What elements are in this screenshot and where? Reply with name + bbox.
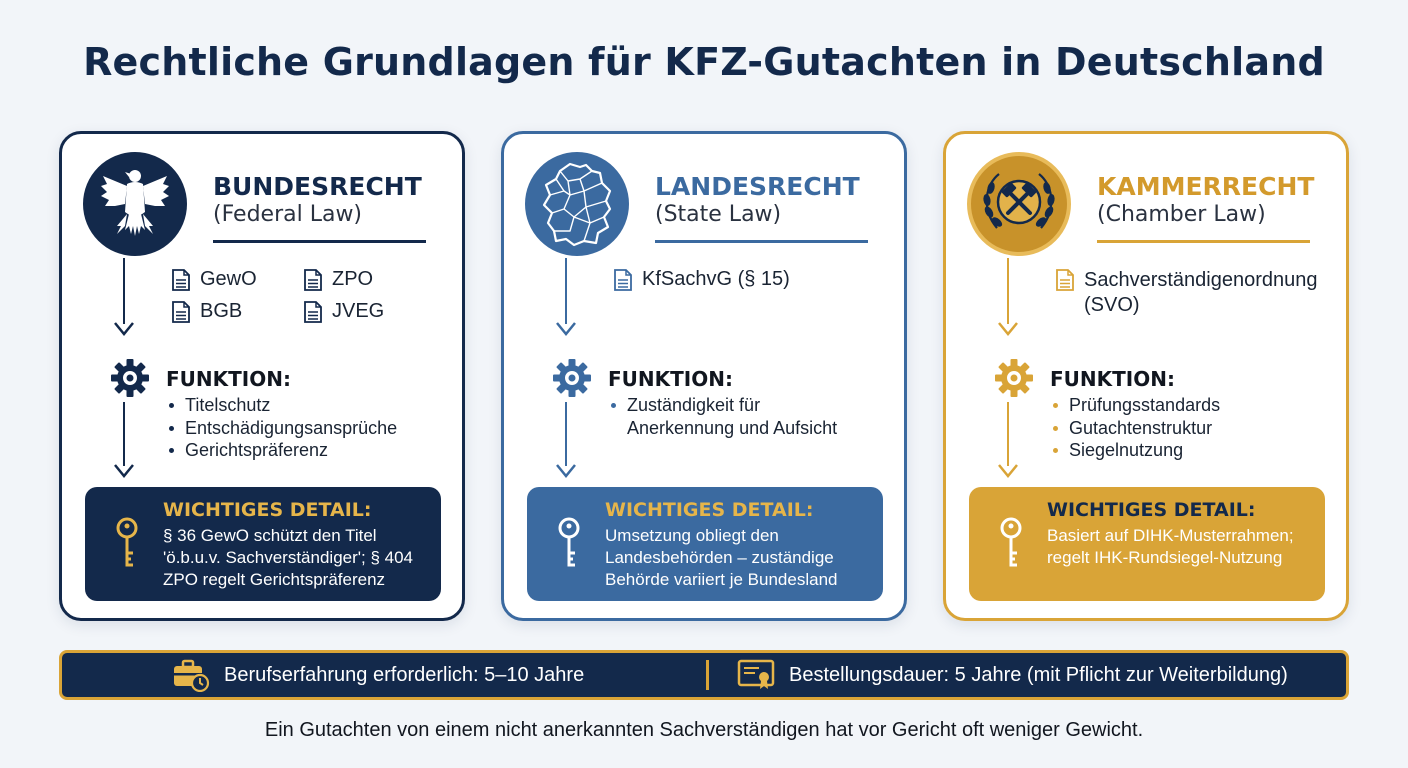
- function-item: Siegelnutzung: [1050, 439, 1220, 462]
- arrow-down-icon: [114, 322, 134, 336]
- law-label: ZPO: [332, 268, 374, 290]
- title-underline: [1097, 240, 1310, 243]
- arrow-down-icon: [556, 322, 576, 336]
- experience-item: Berufserfahrung erforderlich: 5–10 Jahre: [172, 653, 584, 697]
- briefcase-clock-icon: [174, 659, 210, 692]
- duration-text: Bestellungsdauer: 5 Jahre (mit Pflicht z…: [789, 663, 1288, 686]
- detail-line: ZPO regelt Gerichtspräferenz: [163, 570, 386, 589]
- function-list: Titelschutz Entschädigungsansprüche Geri…: [166, 394, 397, 462]
- law-item: Sachverständigenordnung (SVO): [1056, 268, 1318, 318]
- footer-note: Ein Gutachten von einem nicht anerkannte…: [264, 719, 1144, 741]
- card-kammerrecht: KAMMERRECHT (Chamber Law) Sachverständig…: [943, 131, 1349, 621]
- important-detail-box: WICHTIGES DETAIL: § 36 GewO schützt den …: [85, 487, 441, 601]
- card-subtitle: (Chamber Law): [1097, 202, 1266, 227]
- germany-states-map-icon: [525, 152, 629, 256]
- function-title: FUNKTION:: [1050, 367, 1175, 391]
- detail-title: WICHTIGES DETAIL:: [1047, 499, 1256, 521]
- detail-text: Basiert auf DIHK-Musterrahmen; regelt IH…: [1047, 525, 1317, 569]
- law-label: GewO: [200, 268, 257, 290]
- function-list: Prüfungsstandards Gutachtenstruktur Sieg…: [1050, 394, 1220, 462]
- experience-text: Berufserfahrung erforderlich: 5–10 Jahre: [224, 663, 585, 686]
- arrow-down-icon: [998, 464, 1018, 478]
- connector-line: [565, 258, 567, 324]
- detail-line: Behörde variiert je Bundesland: [605, 570, 838, 589]
- card-title: KAMMERRECHT: [1097, 172, 1315, 201]
- requirements-bar: Berufserfahrung erforderlich: 5–10 Jahre…: [59, 650, 1349, 700]
- key-icon: [558, 517, 580, 567]
- law-item: KfSachvG (§ 15): [614, 268, 790, 291]
- detail-line: § 36 GewO schützt den Titel: [163, 526, 377, 545]
- key-icon: [116, 517, 138, 567]
- card-subtitle: (State Law): [655, 202, 782, 227]
- detail-line: Basiert auf DIHK-Musterrahmen;: [1047, 526, 1294, 545]
- detail-title: WICHTIGES DETAIL:: [605, 499, 814, 521]
- certificate-icon: [737, 659, 775, 689]
- detail-line: 'ö.b.u.v. Sachverständiger'; § 404: [163, 548, 413, 567]
- detail-text: § 36 GewO schützt den Titel 'ö.b.u.v. Sa…: [163, 525, 433, 591]
- law-item: ZPO: [304, 268, 373, 291]
- bar-divider: [706, 660, 709, 690]
- arrow-down-icon: [556, 464, 576, 478]
- duration-item: Bestellungsdauer: 5 Jahre (mit Pflicht z…: [737, 653, 1288, 697]
- gear-icon: [995, 359, 1033, 397]
- function-item: Gerichtspräferenz: [166, 439, 397, 462]
- document-icon: [304, 268, 322, 291]
- card-landesrecht: LANDESRECHT (State Law) KfSachvG (§ 15) …: [501, 131, 907, 621]
- card-subtitle: (Federal Law): [213, 202, 363, 227]
- function-item: Zuständigkeit für Anerkennung und Aufsic…: [608, 394, 837, 439]
- document-icon: [1056, 269, 1074, 291]
- document-icon: [304, 300, 322, 323]
- card-title: LANDESRECHT: [655, 172, 860, 201]
- law-item: JVEG: [304, 300, 384, 323]
- arrow-down-icon: [114, 464, 134, 478]
- detail-line: Umsetzung obliegt den: [605, 526, 779, 545]
- connector-line: [123, 402, 125, 466]
- law-label: JVEG: [332, 300, 385, 322]
- detail-text: Umsetzung obliegt den Landesbehörden – z…: [605, 525, 875, 591]
- document-icon: [172, 268, 190, 291]
- arrow-down-icon: [998, 322, 1018, 336]
- law-item: BGB: [172, 300, 242, 323]
- important-detail-box: WICHTIGES DETAIL: Basiert auf DIHK-Muste…: [969, 487, 1325, 601]
- important-detail-box: WICHTIGES DETAIL: Umsetzung obliegt den …: [527, 487, 883, 601]
- title-underline: [213, 240, 426, 243]
- function-title: FUNKTION:: [166, 367, 291, 391]
- card-title: BUNDESRECHT: [213, 172, 422, 201]
- detail-title: WICHTIGES DETAIL:: [163, 499, 372, 521]
- law-label: KfSachvG (§ 15): [642, 268, 790, 290]
- function-list: Zuständigkeit für Anerkennung und Aufsic…: [608, 394, 837, 439]
- connector-line: [565, 402, 567, 466]
- chamber-seal-hammers-icon: [967, 152, 1071, 256]
- function-title: FUNKTION:: [608, 367, 733, 391]
- gear-icon: [111, 359, 149, 397]
- law-label: Sachverständigenordnung (SVO): [1084, 269, 1318, 316]
- key-icon: [1000, 517, 1022, 567]
- document-icon: [172, 300, 190, 323]
- function-item: Gutachtenstruktur: [1050, 417, 1220, 440]
- federal-eagle-icon: [83, 152, 187, 256]
- law-label: BGB: [200, 300, 243, 322]
- connector-line: [1007, 258, 1009, 324]
- page-title: Rechtliche Grundlagen für KFZ-Gutachten …: [83, 40, 1325, 84]
- gear-icon: [553, 359, 591, 397]
- function-item: Prüfungsstandards: [1050, 394, 1220, 417]
- document-icon: [614, 268, 632, 291]
- connector-line: [1007, 402, 1009, 466]
- law-item: GewO: [172, 268, 257, 291]
- function-item: Titelschutz: [166, 394, 397, 417]
- connector-line: [123, 258, 125, 324]
- detail-line: regelt IHK-Rundsiegel-Nutzung: [1047, 548, 1283, 567]
- function-item: Entschädigungsansprüche: [166, 417, 397, 440]
- detail-line: Landesbehörden – zuständige: [605, 548, 834, 567]
- title-underline: [655, 240, 868, 243]
- card-bundesrecht: BUNDESRECHT (Federal Law) GewO ZPO BGB J…: [59, 131, 465, 621]
